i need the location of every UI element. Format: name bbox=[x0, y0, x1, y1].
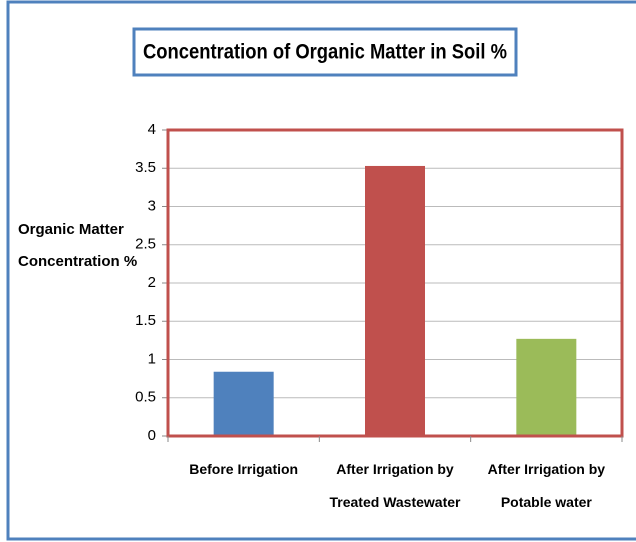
x-tick-label: After Irrigation by Potable water bbox=[488, 461, 606, 510]
y-tick-label: 1 bbox=[148, 350, 156, 367]
plot-frame bbox=[166, 128, 624, 438]
y-tick-label: 0 bbox=[148, 427, 156, 444]
y-tick-label: 3.5 bbox=[135, 159, 156, 176]
chart-title: Concentration of Organic Matter in Soil … bbox=[143, 41, 507, 64]
y-tick-label: 3 bbox=[148, 197, 156, 214]
title-box bbox=[132, 27, 518, 77]
bar bbox=[365, 165, 425, 436]
y-axis-label: Organic Matter Concentration % bbox=[18, 221, 137, 270]
bar bbox=[516, 338, 577, 436]
y-tick-label: 2.5 bbox=[135, 236, 156, 253]
y-tick-label: 0.5 bbox=[135, 389, 156, 406]
y-tick-label: 1.5 bbox=[135, 312, 156, 329]
outer-frame bbox=[6, 0, 636, 541]
bar bbox=[213, 371, 274, 436]
x-tick-label: After Irrigation by Treated Wastewater bbox=[330, 461, 462, 510]
y-tick-label: 4 bbox=[148, 121, 156, 138]
x-tick-label: Before Irrigation bbox=[189, 461, 298, 477]
y-tick-label: 2 bbox=[148, 274, 156, 291]
